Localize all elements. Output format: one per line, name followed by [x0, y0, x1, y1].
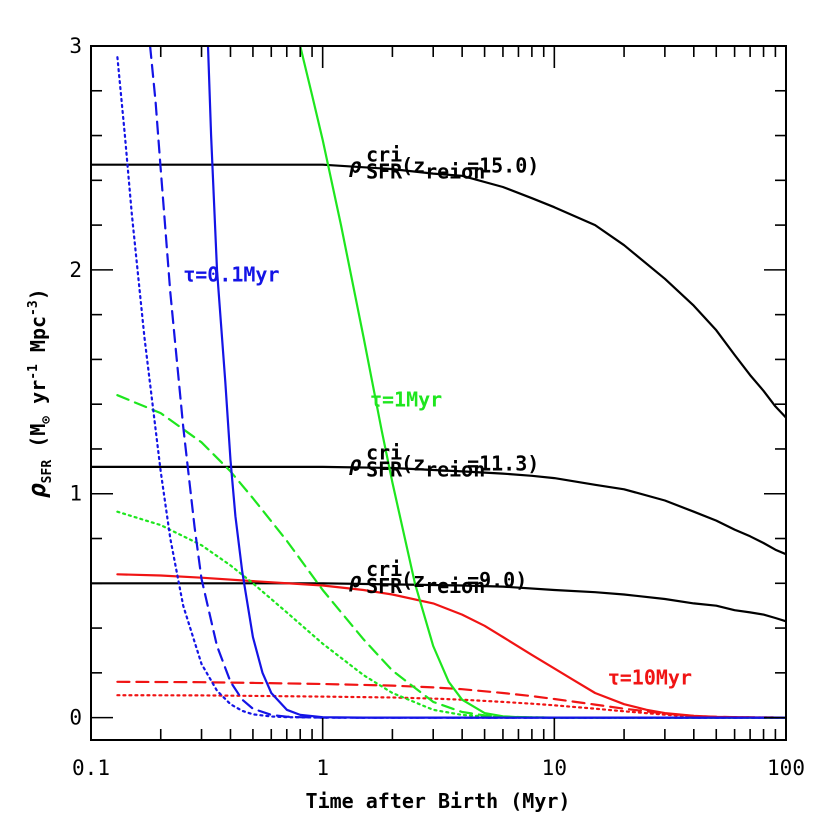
- y-label-sun: ⊙: [39, 416, 54, 424]
- annotation-value: =15.0): [467, 154, 539, 178]
- annotation-paren: (z: [401, 451, 425, 475]
- series-tau-0-1-solid: [206, 46, 786, 719]
- y-tick-label: 2: [69, 258, 82, 282]
- y-label-units-pre: (M: [26, 424, 50, 460]
- y-tick-label: 1: [69, 482, 82, 506]
- x-tick-label: 0.1: [72, 756, 110, 780]
- tick-labels-layer: 0.1 1 10 100 0 1 2 3: [69, 34, 805, 780]
- annotation-sub: SFR: [366, 574, 403, 598]
- annotation-sup: cri: [366, 557, 402, 581]
- series-tau-0-1-dotted: [116, 56, 786, 719]
- annotation-zsub: reion: [425, 160, 485, 184]
- svg-text:ρSFR (M⊙ yr-1 Mpc-3): ρSFR (M⊙ yr-1 Mpc-3): [23, 288, 55, 499]
- x-axis-label: Time after Birth (Myr): [306, 789, 571, 813]
- annotation-rho: ρ: [348, 451, 362, 475]
- annotation-rho: ρ: [348, 568, 362, 592]
- y-tick-label: 3: [69, 34, 82, 58]
- plot-frame: [90, 45, 787, 741]
- x-tick-label: 10: [542, 756, 567, 780]
- x-tick-label: 100: [767, 756, 805, 780]
- annotation-paren: (z: [401, 154, 425, 178]
- annotation-sup: cri: [366, 440, 402, 464]
- annotation-sub: SFR: [366, 457, 403, 481]
- y-label-exp1: -1: [26, 364, 41, 380]
- label-tau-10: τ=10Myr: [608, 665, 692, 689]
- series-crit-15: [91, 163, 786, 419]
- y-label-rho: ρ: [23, 483, 51, 499]
- x-tick-label: 1: [316, 756, 329, 780]
- annotation-sub: SFR: [366, 160, 403, 184]
- ticks-layer: [90, 45, 786, 740]
- y-label-sub: SFR: [40, 460, 55, 484]
- y-axis-label: ρSFR (M⊙ yr-1 Mpc-3): [23, 288, 55, 499]
- y-label-exp2: -3: [26, 300, 41, 316]
- annotation-zsub: reion: [425, 457, 485, 481]
- y-label-units-post: ): [26, 288, 50, 300]
- y-label-units-mid2: Mpc: [26, 316, 50, 364]
- y-label-units-mid: yr: [26, 380, 50, 416]
- series-tau-1-dotted: [116, 510, 786, 719]
- annotation-value: =9.0): [467, 568, 527, 592]
- annotation-paren: (z: [401, 568, 425, 592]
- annotation-value: =11.3): [467, 451, 539, 475]
- label-tau-0-1: τ=0.1Myr: [183, 262, 279, 286]
- y-tick-label: 0: [69, 706, 82, 730]
- annotation-sup: cri: [366, 143, 402, 167]
- label-tau-1: τ=1Myr: [370, 388, 442, 412]
- series-crit-9: [91, 582, 786, 623]
- series-crit-11: [91, 465, 786, 556]
- annotation-rho: ρ: [348, 154, 362, 178]
- curves-layer: [91, 46, 786, 719]
- annotation-zsub: reion: [425, 574, 485, 598]
- series-tau-10-dashed: [116, 680, 786, 719]
